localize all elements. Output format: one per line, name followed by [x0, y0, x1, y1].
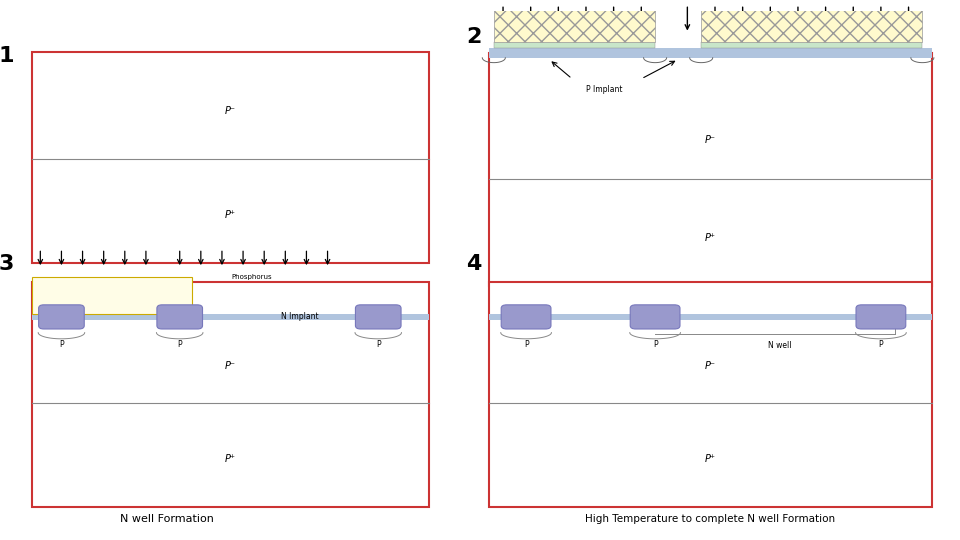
Text: P Implant: P Implant: [587, 85, 623, 94]
Text: Boron: Boron: [704, 36, 722, 40]
Text: A heavily doped P substrate is chosen
A lightly doped layer is grown on top: A heavily doped P substrate is chosen A …: [230, 299, 417, 321]
Text: P⁻: P⁻: [705, 136, 716, 145]
Bar: [490, 53, 931, 286]
Text: Phosphorus: Phosphorus: [231, 274, 272, 280]
Text: P⁻: P⁻: [225, 361, 236, 372]
Bar: [701, 42, 923, 48]
Text: 1: 1: [0, 46, 13, 66]
FancyBboxPatch shape: [630, 305, 680, 329]
Text: N well: N well: [768, 341, 791, 350]
Bar: [490, 314, 931, 320]
FancyBboxPatch shape: [156, 305, 203, 329]
Bar: [32, 314, 429, 320]
Text: Boron: Boron: [901, 36, 920, 40]
Text: P: P: [376, 340, 380, 349]
Text: 2: 2: [467, 27, 482, 47]
Text: P: P: [878, 340, 883, 349]
Bar: [493, 42, 655, 48]
Text: P⁻: P⁻: [225, 106, 236, 116]
Text: P⁺: P⁺: [705, 454, 716, 464]
Text: P⁻: P⁻: [705, 361, 716, 372]
Text: P⁺: P⁺: [225, 454, 236, 464]
Text: Active Region Formation (LOCOS) and P implant: Active Region Formation (LOCOS) and P im…: [593, 318, 828, 328]
Bar: [490, 48, 931, 58]
Text: 3: 3: [0, 254, 13, 274]
Text: N well Formation: N well Formation: [120, 514, 214, 524]
Text: P⁺: P⁺: [705, 233, 716, 242]
FancyBboxPatch shape: [501, 305, 551, 329]
Text: P⁺: P⁺: [225, 210, 236, 220]
Bar: [701, 9, 923, 42]
Bar: [32, 278, 192, 314]
Text: P: P: [524, 340, 528, 349]
Text: P: P: [653, 340, 658, 349]
FancyBboxPatch shape: [856, 305, 906, 329]
Text: P: P: [178, 340, 182, 349]
Bar: [32, 282, 429, 507]
Text: P: P: [60, 340, 63, 349]
Bar: [493, 9, 655, 42]
FancyBboxPatch shape: [355, 305, 401, 329]
Bar: [490, 282, 931, 507]
FancyBboxPatch shape: [38, 305, 84, 329]
Bar: [32, 52, 429, 262]
Text: High Temperature to complete N well Formation: High Temperature to complete N well Form…: [586, 514, 835, 524]
Text: Boron: Boron: [496, 36, 515, 40]
Text: 4: 4: [467, 254, 482, 274]
Text: N Implant: N Implant: [281, 312, 319, 321]
